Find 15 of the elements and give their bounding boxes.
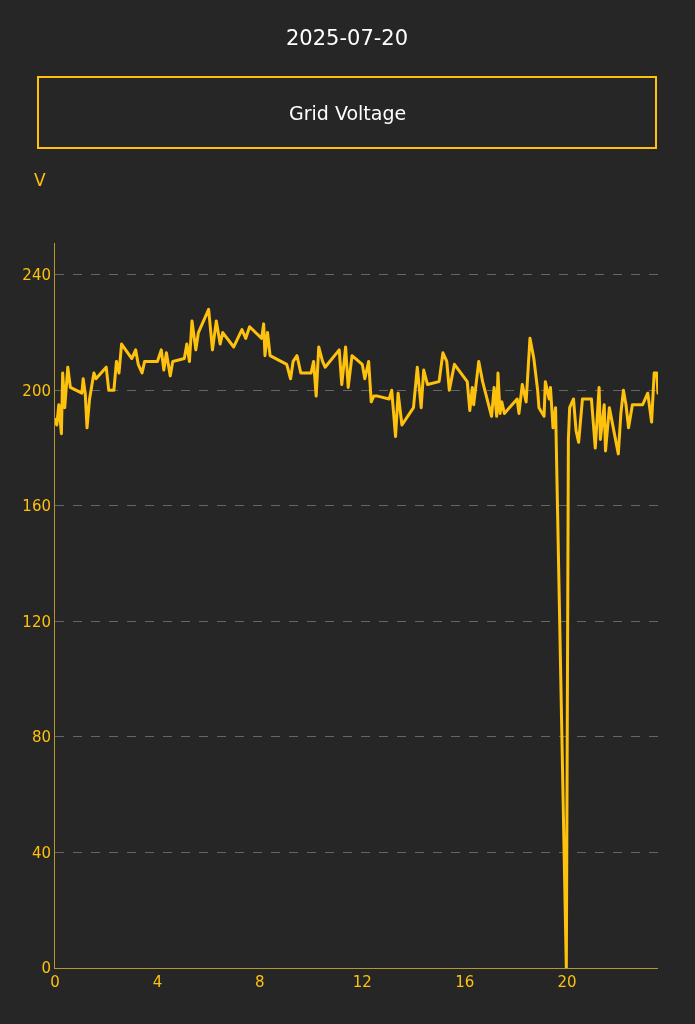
x-tick-label: 4 xyxy=(152,973,163,991)
x-tick-label: 12 xyxy=(352,973,372,991)
chart-subtitle: Grid Voltage xyxy=(289,102,407,124)
y-tick-label: 240 xyxy=(22,266,51,285)
x-tick-label: 8 xyxy=(255,973,265,991)
y-tick-label: 120 xyxy=(22,612,51,631)
y-tick-label: 0 xyxy=(41,959,51,978)
x-tick-label: 20 xyxy=(557,973,577,991)
y-tick-label: 200 xyxy=(22,381,51,400)
x-tick-label: 16 xyxy=(455,973,475,991)
y-tick-label: 40 xyxy=(31,843,51,862)
y-axis-title: V xyxy=(34,170,46,190)
y-tick-label: 80 xyxy=(31,728,51,747)
y-tick-label: 160 xyxy=(22,497,51,516)
chart-title: 2025-07-20 xyxy=(286,26,409,50)
